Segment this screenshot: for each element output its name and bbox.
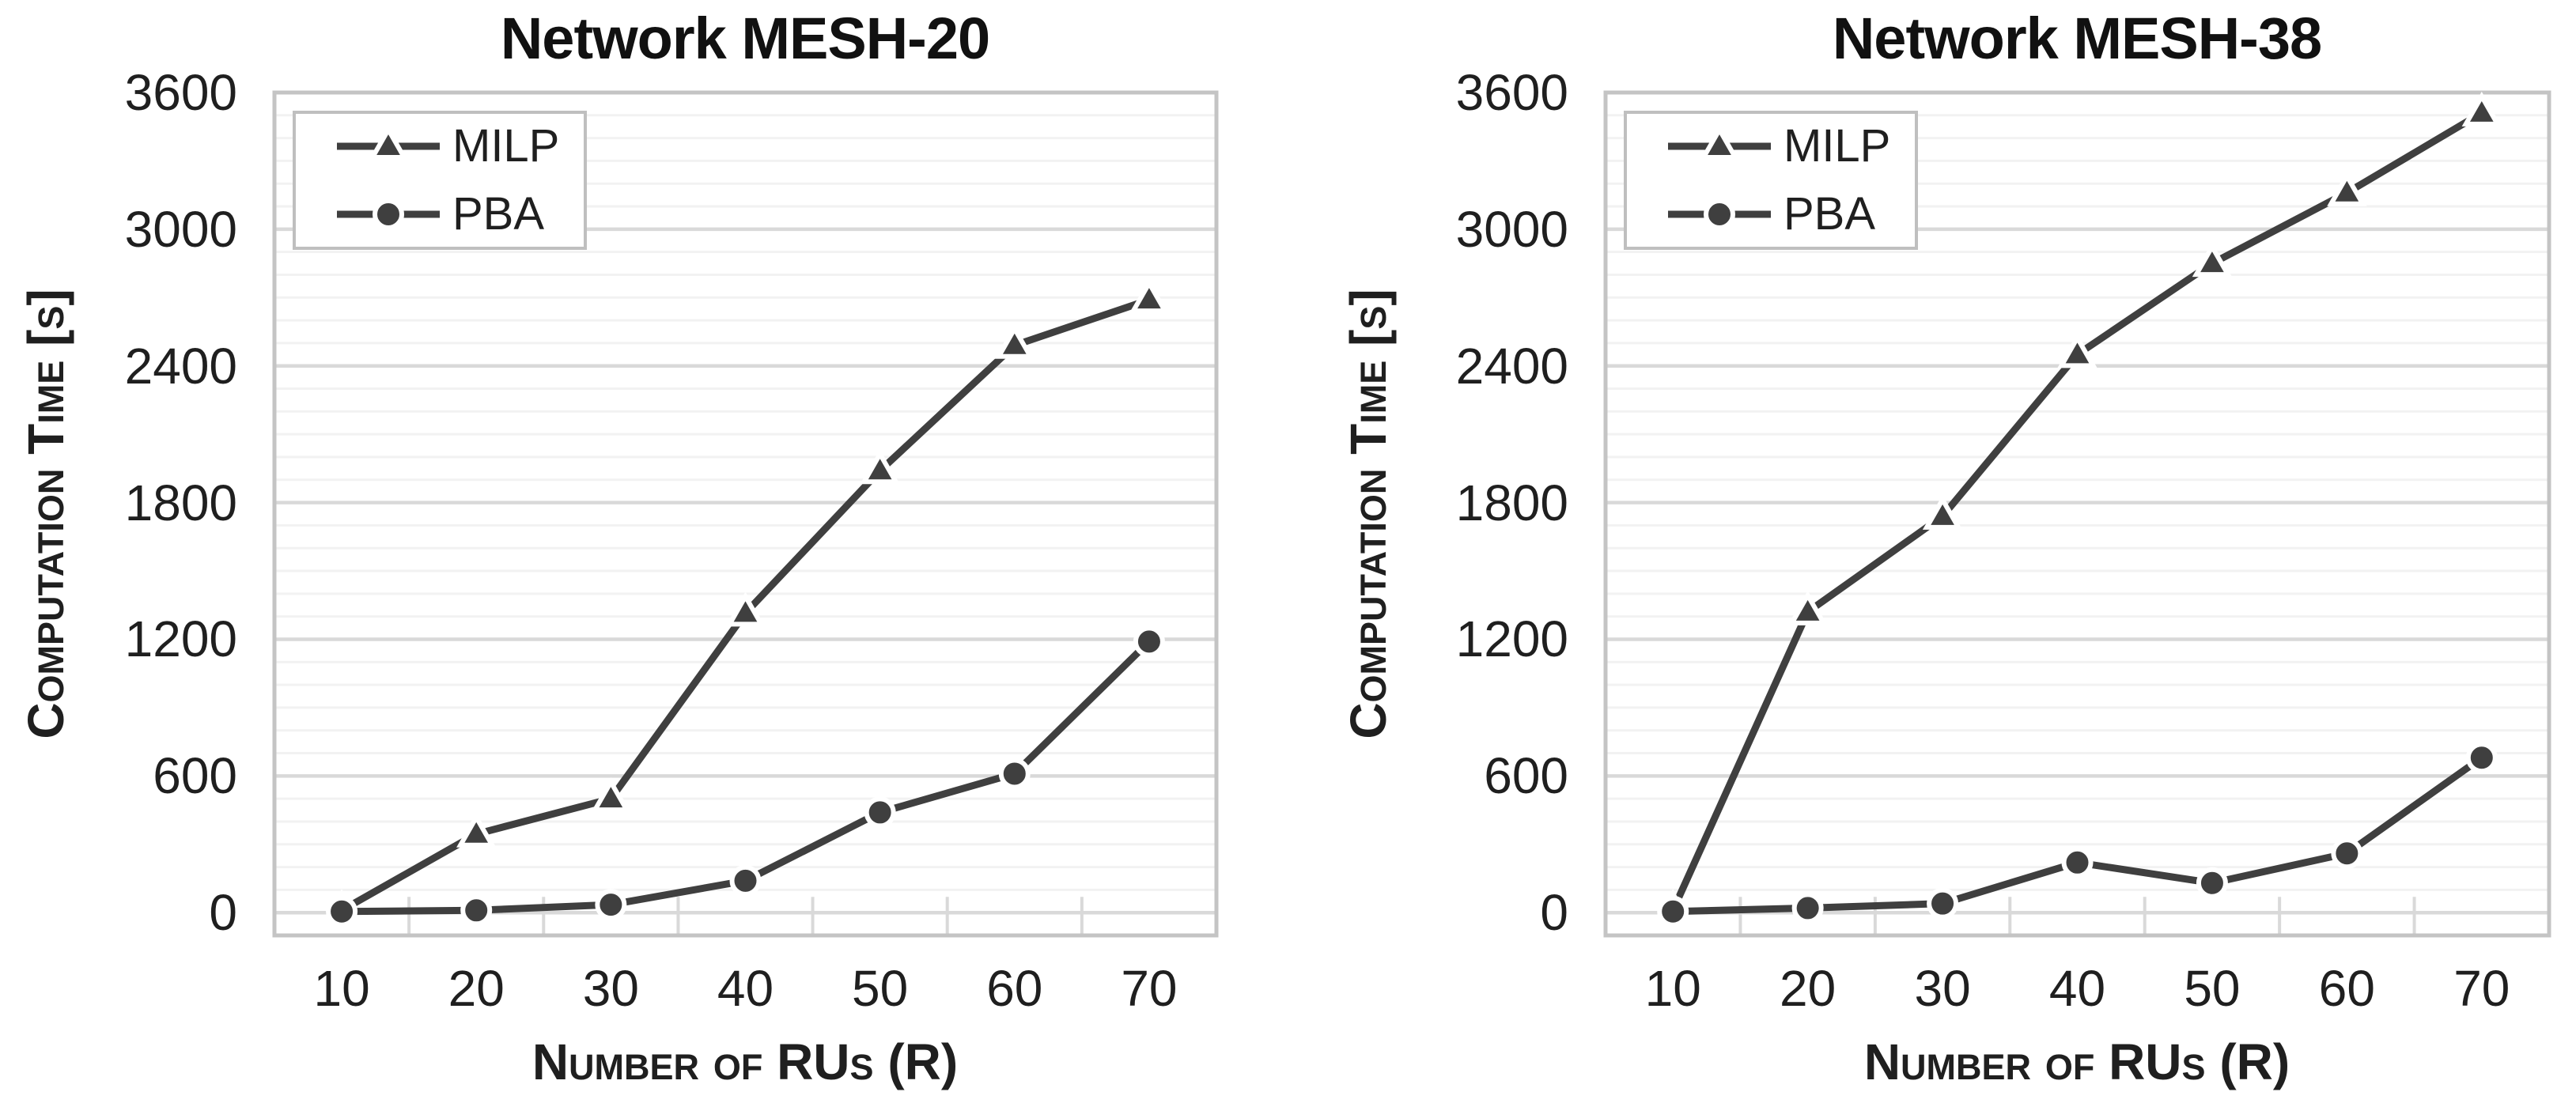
y-tick-label: 1200: [1455, 610, 1568, 668]
pba-marker: [1657, 895, 1689, 928]
chart1-x-axis-title: Number of RUs (R): [531, 1033, 959, 1090]
y-tick-label: 2400: [124, 337, 237, 395]
pba-marker: [326, 895, 358, 928]
x-tick-label: 60: [2318, 960, 2375, 1017]
legend-item-pba: PBA: [1668, 190, 1915, 239]
legend-sample-canvas: [337, 124, 440, 160]
chart-2: [1603, 90, 2551, 938]
legend-sample-canvas: [1668, 198, 1771, 230]
x-tick-label: 20: [448, 960, 505, 1017]
milp-marker: [725, 591, 766, 627]
legend-item-milp: MILP: [1668, 122, 1915, 171]
legend-label-pba: PBA: [1784, 188, 1876, 240]
y-tick-label: 0: [1540, 884, 1568, 942]
milp-marker: [1787, 590, 1828, 625]
pba-marker: [1791, 892, 1824, 924]
pba-marker: [1133, 625, 1165, 658]
x-tick-label: 50: [852, 960, 909, 1017]
legend-sample-marker: [1704, 198, 1735, 230]
pba-marker: [595, 889, 627, 921]
x-tick-label: 20: [1780, 960, 1836, 1017]
y-tick-label: 3000: [1455, 200, 1568, 258]
chart2-x-axis-title: Number of RUs (R): [1863, 1033, 2290, 1090]
legend-sample-canvas: [337, 198, 440, 230]
pba-marker: [460, 894, 493, 927]
x-tick-label: 60: [986, 960, 1043, 1017]
y-tick-label: 1200: [124, 610, 237, 668]
chart1-title: Network MESH-20: [500, 6, 990, 71]
pba-line-marker-icon: [1668, 190, 1771, 239]
y-tick-label: 0: [209, 884, 237, 942]
legend-label-milp: MILP: [1784, 120, 1891, 172]
y-tick-label: 3600: [1455, 64, 1568, 121]
milp-marker: [1129, 278, 1170, 314]
y-tick-label: 1800: [124, 474, 237, 531]
milp-marker: [456, 812, 497, 848]
pba-marker: [729, 864, 762, 897]
pba-line-marker-icon: [337, 190, 440, 239]
pba-marker: [2331, 837, 2363, 870]
milp-marker: [2327, 171, 2367, 206]
chart2-legend: MILP PBA: [1624, 111, 1918, 250]
legend-sample-marker: [368, 124, 409, 160]
milp-marker: [860, 449, 900, 485]
milp-marker: [2057, 333, 2097, 368]
chart1-legend: MILP PBA: [293, 111, 587, 250]
legend-sample-marker: [1699, 124, 1740, 160]
legend-sample-canvas: [1668, 124, 1771, 160]
milp-line-marker-icon: [1668, 122, 1771, 171]
pba-marker: [998, 758, 1031, 790]
y-tick-label: 2400: [1455, 337, 1568, 395]
pba-marker: [1927, 887, 1959, 920]
milp-marker: [591, 777, 631, 813]
y-tick-label: 600: [1484, 747, 1568, 805]
pba-marker: [2465, 742, 2498, 774]
milp-marker: [2461, 91, 2502, 127]
x-tick-label: 30: [582, 960, 639, 1017]
y-tick-label: 1800: [1455, 474, 1568, 531]
x-tick-label: 40: [717, 960, 774, 1017]
legend-sample-marker: [373, 198, 404, 230]
x-tick-label: 40: [2048, 960, 2106, 1017]
chart2-title: Network MESH-38: [1832, 6, 2322, 71]
x-tick-label: 10: [313, 960, 370, 1017]
pba-line: [1673, 754, 2484, 916]
milp-marker: [994, 323, 1035, 359]
plot-area-border: [1603, 90, 2551, 938]
x-tick-label: 30: [1914, 960, 1971, 1017]
milp-line-marker-icon: [337, 122, 440, 171]
x-tick-label: 70: [2453, 960, 2510, 1017]
pba-marker: [2061, 846, 2094, 878]
x-tick-label: 50: [2184, 960, 2241, 1017]
y-tick-label: 3000: [124, 200, 237, 258]
plot-area-border: [272, 90, 1219, 938]
pba-marker: [2196, 867, 2228, 899]
pba-marker: [864, 796, 896, 829]
legend-item-pba: PBA: [337, 190, 584, 239]
legend-label-milp: MILP: [452, 120, 560, 172]
legend-label-pba: PBA: [452, 188, 545, 240]
y-tick-label: 600: [153, 747, 237, 805]
milp-marker: [1922, 494, 1963, 530]
y-tick-label: 3600: [124, 64, 237, 121]
x-tick-label: 70: [1121, 960, 1178, 1017]
legend-item-milp: MILP: [337, 122, 584, 171]
chart-1: [272, 90, 1219, 938]
x-tick-label: 10: [1644, 960, 1701, 1017]
milp-marker: [2192, 242, 2233, 278]
